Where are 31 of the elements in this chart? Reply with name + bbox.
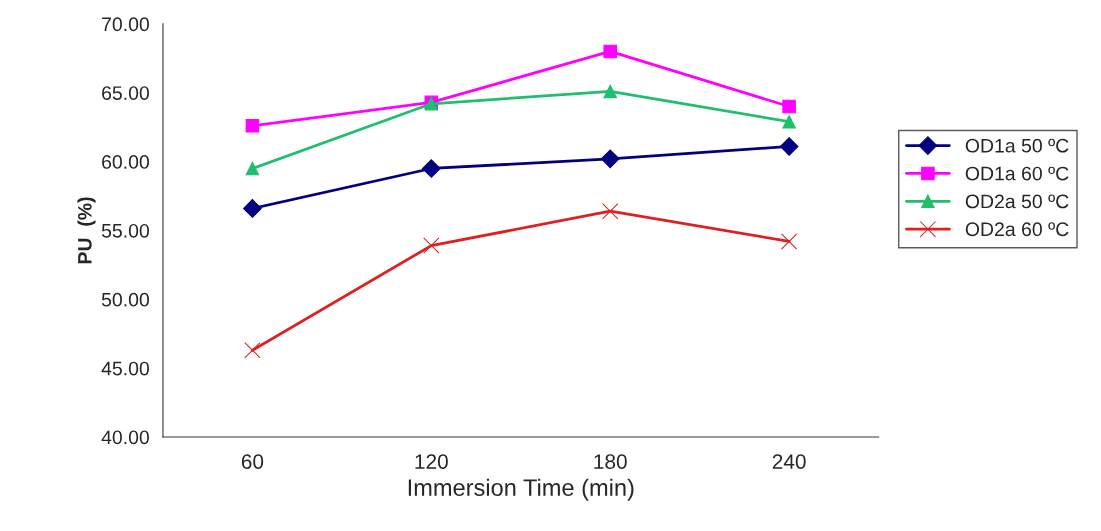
y-axis-title: PU (%) — [77, 197, 96, 264]
y-tick-label: 45.00 — [101, 361, 149, 376]
legend-label: OD2a 60 ºC — [965, 222, 1069, 237]
x-tick-label: 120 — [415, 454, 448, 469]
y-tick-label: 50.00 — [101, 292, 149, 307]
point — [600, 149, 620, 169]
legend-label: OD1a 50 ºC — [965, 138, 1069, 153]
legend-label: OD1a 60 ºC — [965, 166, 1069, 181]
point — [421, 159, 441, 178]
point — [245, 161, 260, 176]
y-tick-label: 65.00 — [102, 86, 149, 100]
y-tick-label: 55.00 — [101, 223, 149, 238]
point — [782, 114, 796, 129]
y-tick-label: 70.00 — [102, 17, 149, 32]
point — [245, 119, 260, 133]
x-axis-title: Immersion Time (min) — [408, 478, 634, 501]
x-tick-label: 60 — [241, 454, 264, 469]
point — [603, 44, 617, 59]
point — [779, 137, 799, 156]
y-tick-label: 60.00 — [102, 155, 149, 169]
point — [423, 237, 440, 254]
y-tick-label: 40.00 — [101, 430, 149, 445]
legend-label: OD2a 50 ºC — [965, 194, 1069, 209]
point — [602, 203, 619, 220]
point — [243, 199, 262, 218]
point — [603, 84, 617, 99]
x-tick-label: 180 — [594, 454, 627, 469]
point — [782, 99, 796, 114]
point — [780, 233, 798, 250]
point — [244, 342, 261, 359]
x-tick-label: 240 — [772, 454, 806, 469]
